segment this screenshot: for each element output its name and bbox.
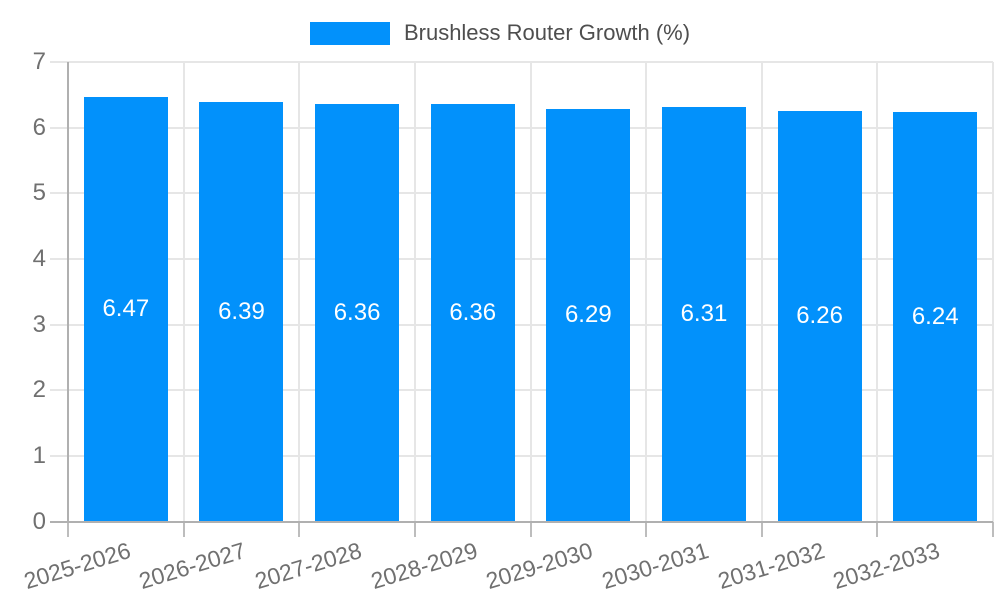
legend-swatch-icon: [309, 21, 390, 45]
x-gridline: [992, 62, 994, 522]
x-axis-tick: [182, 521, 185, 537]
bar: 6.24: [893, 111, 978, 522]
bar: 6.39: [199, 102, 284, 522]
x-gridline: [876, 62, 879, 522]
y-gridline: [50, 389, 993, 392]
y-gridline: [50, 126, 993, 129]
x-axis-tick: [67, 521, 69, 537]
x-axis-tick: [529, 521, 532, 537]
x-gridline: [182, 62, 185, 522]
bar-value-label: 6.47: [102, 295, 150, 323]
bar-value-label: 6.29: [564, 301, 612, 329]
bar-value-label: 6.31: [680, 300, 728, 328]
y-gridline: [50, 454, 993, 457]
legend-item[interactable]: Brushless Router Growth (%): [0, 20, 1000, 46]
y-gridline: [50, 61, 993, 63]
x-gridline: [413, 62, 416, 522]
y-axis-tick-label: 5: [32, 179, 46, 207]
y-axis-tick-label: 1: [32, 441, 46, 469]
x-axis-tick: [645, 521, 648, 537]
y-axis-tick-label: 2: [32, 376, 46, 404]
x-axis-line: [50, 520, 993, 523]
y-axis-line: [67, 62, 69, 523]
y-axis-tick-label: 6: [32, 113, 46, 141]
bar: 6.26: [777, 110, 862, 522]
x-axis-tick: [413, 521, 416, 537]
x-axis-tick: [876, 521, 879, 537]
x-gridline: [760, 62, 763, 522]
x-gridline: [645, 62, 648, 522]
y-gridline: [50, 192, 993, 195]
x-axis-tick: [992, 521, 994, 537]
y-axis-tick-label: 4: [32, 244, 46, 272]
x-gridline: [529, 62, 532, 522]
bar-value-label: 6.39: [218, 297, 265, 325]
bar-value-label: 6.36: [333, 298, 381, 326]
bar-value-label: 6.26: [796, 302, 843, 330]
bar-value-label: 6.24: [911, 302, 959, 330]
legend-label: Brushless Router Growth (%): [403, 20, 691, 45]
bar: 6.36: [430, 104, 515, 522]
bar-value-label: 6.36: [449, 298, 497, 326]
x-axis-tick: [760, 521, 763, 537]
y-axis-tick-label: 0: [32, 507, 46, 535]
y-axis-tick-label: 3: [32, 310, 46, 338]
bar: 6.47: [83, 96, 168, 522]
x-axis-tick: [298, 521, 301, 537]
y-gridline: [50, 257, 993, 260]
bar: 6.31: [661, 107, 746, 522]
x-gridline: [298, 62, 301, 522]
y-gridline: [50, 323, 993, 326]
bar: 6.36: [315, 104, 400, 522]
y-axis-tick-label: 7: [32, 48, 46, 75]
bar: 6.29: [546, 108, 631, 522]
